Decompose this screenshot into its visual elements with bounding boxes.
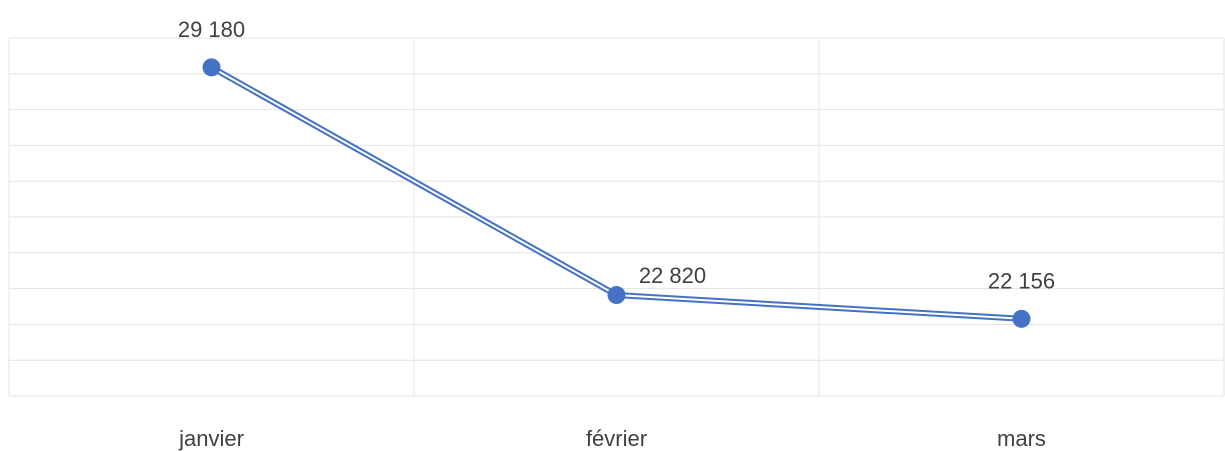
series-line: [210, 64, 1022, 322]
x-tick-label: février: [586, 426, 647, 451]
data-point: [607, 286, 626, 305]
data-point: [1012, 309, 1031, 328]
x-tick-label: mars: [997, 426, 1046, 451]
data-label: 29 180: [178, 17, 245, 42]
x-tick-label: janvier: [178, 426, 244, 451]
series-line-inner: [211, 66, 1022, 320]
data-point: [202, 58, 221, 77]
data-label: 22 156: [988, 269, 1055, 294]
data-label: 22 820: [639, 263, 706, 288]
